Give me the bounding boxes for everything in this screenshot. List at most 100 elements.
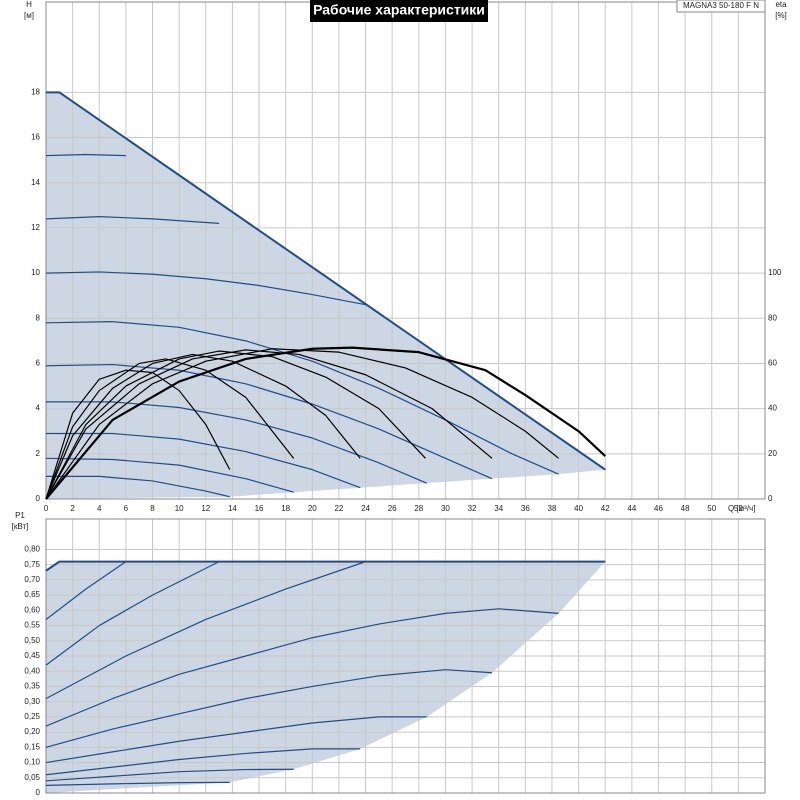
x-tick-label: 20	[308, 504, 317, 513]
y-tick-label: 0,65	[24, 590, 40, 599]
curve	[46, 401, 428, 484]
x-tick-label: 48	[681, 504, 690, 513]
title-box	[310, 0, 488, 22]
y-tick-label: 18	[31, 87, 40, 96]
curve	[45, 369, 231, 500]
y-tick-label: 0,45	[24, 651, 40, 660]
plot-frame	[45, 518, 766, 794]
y-tick-label: 12	[31, 223, 40, 232]
x-tick-label: 42	[601, 504, 610, 513]
curve	[45, 748, 361, 776]
y2-tick-label: 100	[768, 268, 782, 277]
x-tick-label: 34	[494, 504, 503, 513]
x-tick-label: 38	[548, 504, 557, 513]
y-tick-label: 0,40	[24, 666, 40, 675]
curve	[45, 153, 126, 157]
y2-axis-label: eta	[775, 0, 787, 9]
curve	[45, 608, 559, 727]
y-axis-unit: [кВт]	[12, 522, 29, 531]
curve	[45, 321, 559, 475]
y-tick-label: 0,75	[24, 560, 40, 569]
y-tick-label: 0,30	[24, 697, 40, 706]
y-tick-label: 0,25	[24, 712, 40, 721]
curve	[45, 561, 366, 700]
operating-region	[46, 92, 606, 499]
y-axis-label: H	[26, 0, 32, 9]
y-axis-label: P1	[15, 511, 25, 520]
y-tick-label: 0,05	[24, 773, 40, 782]
curve	[45, 349, 493, 500]
x-tick-label: 16	[255, 504, 264, 513]
x-tick-label: 2	[70, 504, 75, 513]
x-tick-label: 50	[707, 504, 716, 513]
x-tick-label: 32	[468, 504, 477, 513]
y-tick-label: 0,70	[24, 575, 40, 584]
y-tick-label: 0	[36, 788, 41, 797]
curve	[45, 358, 295, 500]
curve	[45, 348, 559, 500]
curve	[45, 669, 493, 748]
x-tick-label: 30	[441, 504, 450, 513]
curve	[45, 346, 606, 500]
curve	[45, 716, 427, 764]
y-tick-label: 0,10	[24, 758, 40, 767]
model-label: MAGNA3 50-180 F N	[683, 1, 759, 10]
y-tick-label: 0	[36, 494, 41, 503]
y-tick-label: 4	[36, 404, 41, 413]
x-tick-label: 10	[175, 504, 184, 513]
curve	[45, 560, 606, 572]
y-tick-label: 14	[31, 178, 40, 187]
y-tick-label: 6	[36, 359, 41, 368]
y-tick-label: 16	[31, 133, 40, 142]
y-tick-label: 0,50	[24, 636, 40, 645]
model-box	[676, 0, 766, 13]
x-tick-label: 6	[124, 504, 129, 513]
curve	[45, 781, 230, 786]
curve	[46, 91, 606, 471]
y-tick-label: 8	[36, 313, 41, 322]
curve	[45, 350, 426, 500]
y-tick-label: 0,20	[24, 727, 40, 736]
y-tick-label: 0,80	[24, 545, 40, 554]
operating-region	[46, 561, 606, 793]
y2-tick-label: 20	[768, 449, 777, 458]
y-axis-unit: [м]	[24, 11, 34, 20]
curve	[45, 363, 493, 480]
curve	[45, 561, 127, 620]
curve	[46, 475, 230, 498]
x-tick-label: 28	[414, 504, 423, 513]
curve	[45, 768, 294, 782]
plots: 0 2 4 6 8 10 12 14 16 18 20 22 24 26 28 30 32 34 36 38 40 42 4…	[24, 1, 782, 797]
curve	[45, 561, 220, 666]
curve	[45, 216, 220, 224]
y-tick-label: 2	[36, 449, 41, 458]
curve	[45, 271, 366, 306]
x-tick-label: 36	[521, 504, 530, 513]
y-tick-label: 10	[31, 268, 40, 277]
curve	[45, 457, 294, 493]
x-tick-label: 14	[228, 504, 237, 513]
x-tick-label: 8	[150, 504, 155, 513]
x-axis-label: Q [м³/ч]	[728, 504, 755, 513]
y-tick-label: 0,15	[24, 742, 40, 751]
y-tick-label: 0,35	[24, 682, 40, 691]
curve	[45, 353, 361, 500]
y2-tick-label: 80	[768, 313, 777, 322]
y-tick-label: 0,55	[24, 621, 40, 630]
x-tick-label: 18	[281, 504, 290, 513]
x-tick-label: 44	[627, 504, 636, 513]
x-tick-label: 4	[97, 504, 102, 513]
x-tick-label: 0	[44, 504, 49, 513]
x-tick-label: 12	[201, 504, 210, 513]
x-tick-label: 24	[361, 504, 370, 513]
x-tick-label: 52	[734, 504, 743, 513]
chart-title: Рабочие характеристики	[313, 2, 485, 18]
y-tick-label: 0,60	[24, 605, 40, 614]
y2-tick-label: 0	[768, 494, 773, 503]
x-tick-label: 40	[574, 504, 583, 513]
x-tick-label: 26	[388, 504, 397, 513]
y2-tick-label: 60	[768, 359, 777, 368]
x-tick-label: 46	[654, 504, 663, 513]
y2-tick-label: 40	[768, 404, 777, 413]
